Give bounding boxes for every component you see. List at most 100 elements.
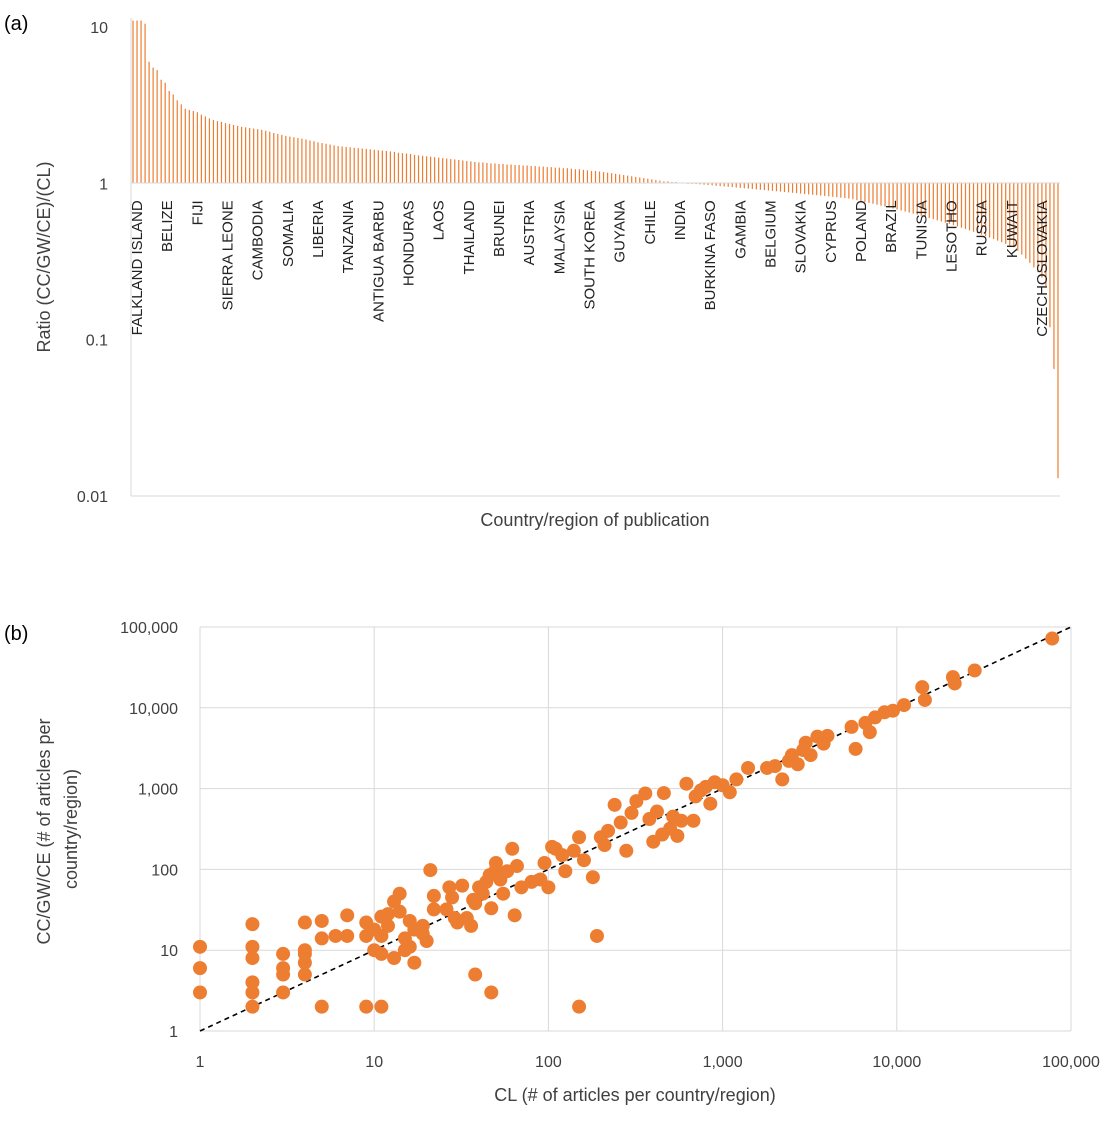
panel-a-bar	[715, 183, 717, 186]
panel-a-bar	[393, 151, 396, 184]
panel-a-bar	[602, 172, 605, 184]
panel-a-bar	[1001, 183, 1003, 243]
panel-a-bar	[739, 183, 741, 188]
panel-a-bar	[224, 123, 227, 184]
panel-a-bar	[405, 153, 408, 184]
panel-b-point	[276, 985, 291, 1000]
panel-a-bar	[333, 145, 335, 184]
panel-a-category-labels: FALKLAND ISLAND BELIZE FIJI SIERRA LEONE CAM…	[129, 200, 1051, 337]
panel-a-bar	[659, 180, 661, 184]
panel-a-bar	[434, 157, 436, 184]
panel-b-point	[507, 908, 522, 923]
panel-a-bar	[631, 176, 633, 184]
panel-a-bar	[852, 183, 854, 200]
panel-a-bar	[707, 183, 709, 186]
panel-a-bar	[856, 183, 858, 201]
panel-a-bar	[438, 157, 440, 184]
panel-a-bar	[417, 155, 420, 184]
panel-a-bar	[948, 183, 951, 224]
panel-b-point	[537, 856, 552, 871]
panel-b-point	[374, 999, 389, 1014]
panel-b-point	[597, 838, 612, 853]
panel-a-bar	[808, 183, 810, 195]
panel-a-bar	[369, 149, 371, 184]
panel-b-reference-line	[199, 626, 1072, 1032]
panel-a-category-label: MALAYSIA	[551, 200, 568, 274]
panel-b-point	[917, 692, 932, 707]
panel-a-y-ticks: 0.01 0.1 1 10	[77, 20, 108, 506]
panel-a-bar	[490, 163, 492, 184]
panel-a-category-label: KUWAIT	[1004, 200, 1021, 258]
panel-a-bar	[458, 160, 460, 184]
panel-a-bar	[940, 183, 942, 222]
panel-a-bar	[257, 129, 259, 184]
panel-a-bar	[812, 183, 814, 195]
panel-b-point	[775, 772, 790, 787]
panel-b-point	[555, 848, 570, 863]
panel-a-bar	[651, 179, 653, 184]
panel-b-point	[468, 967, 483, 982]
panel-b-y-axis-title: CC/GW/CE (# of articles per country/regi…	[34, 713, 81, 944]
panel-b-scatter-chart: (b) 1 10 100 1,000 10,000 100,0001101001,0001…	[4, 620, 1100, 1105]
panel-b-point	[722, 785, 737, 800]
panel-a-bar	[301, 138, 303, 184]
panel-a-bar	[908, 183, 910, 213]
panel-b-point	[392, 904, 407, 919]
panel-a-category-label: THAILAND	[461, 200, 478, 274]
panel-b-point	[374, 928, 389, 943]
panel-a-bar	[510, 164, 512, 184]
panel-a-bar	[466, 160, 468, 184]
panel-b-y-axis-title-line1: CC/GW/CE (# of articles per	[34, 718, 54, 944]
panel-a-bar	[731, 183, 733, 188]
panel-b-point	[670, 828, 685, 843]
panel-a-bar	[152, 67, 154, 184]
panel-a-bar	[357, 148, 359, 184]
panel-a-bar	[236, 125, 239, 184]
panel-a-category-label: BELIZE	[159, 200, 176, 252]
panel-a-bar	[828, 183, 830, 197]
panel-a-bar	[425, 156, 428, 184]
panel-a-bar	[413, 154, 416, 184]
panel-a-bar	[598, 171, 601, 184]
panel-a-category-label: GUYANA	[612, 200, 629, 262]
panel-a-bar	[498, 163, 500, 184]
panel-a-bar	[184, 108, 186, 184]
panel-a-bar	[594, 170, 597, 184]
panel-a-category-label: FIJI	[189, 200, 206, 225]
panel-a-bar	[727, 183, 729, 187]
panel-b-point	[245, 975, 260, 990]
panel-b-point	[656, 786, 671, 801]
panel-a-bar	[687, 183, 689, 184]
panel-b-point	[703, 796, 718, 811]
panel-b-x-tick-label: 1	[196, 1054, 205, 1071]
panel-b-point	[402, 939, 417, 954]
panel-a-bar	[976, 183, 979, 234]
panel-a-bar	[775, 183, 778, 192]
panel-a-bar	[446, 158, 448, 184]
panel-a-bar	[148, 61, 150, 184]
panel-a-bar	[1029, 183, 1031, 263]
panel-a-y-tick-label: 10	[90, 20, 108, 37]
panel-a-bar	[361, 148, 363, 184]
panel-b-point	[380, 907, 395, 922]
panel-a-bar	[647, 178, 649, 184]
panel-a-bar	[389, 151, 391, 184]
panel-a-bar	[522, 165, 524, 184]
panel-b-x-tick-label: 100	[535, 1054, 562, 1071]
panel-a-bar	[486, 162, 488, 184]
panel-a-category-label: CAMBODIA	[250, 200, 267, 280]
panel-b-point	[426, 888, 441, 903]
panel-a-bar	[711, 183, 713, 186]
panel-b-point	[572, 830, 587, 845]
panel-a-bar	[816, 183, 818, 196]
panel-a-bar	[474, 161, 476, 184]
panel-b-point	[768, 759, 783, 774]
panel-a-category-label: LAOS	[431, 200, 448, 240]
panel-b-point	[848, 741, 863, 756]
panel-a-bar	[836, 183, 838, 198]
panel-a-bar	[421, 155, 424, 184]
panel-a-bar	[144, 23, 146, 184]
panel-a-bar	[566, 168, 568, 184]
panel-a-bar	[478, 162, 480, 184]
